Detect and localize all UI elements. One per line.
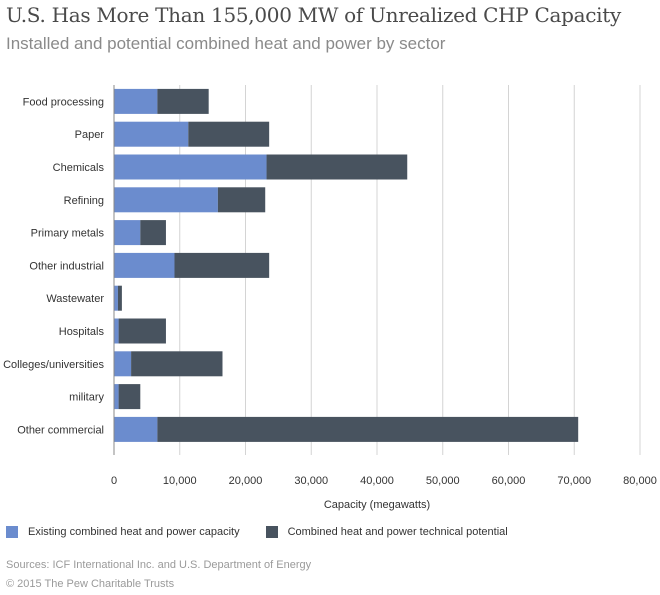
legend-item-potential: Combined heat and power technical potent…	[265, 526, 508, 538]
bar-existing	[114, 416, 158, 442]
x-tick-label: 50,000	[426, 475, 460, 487]
category-label: Refining	[64, 195, 104, 207]
x-tick-label: 80,000	[623, 475, 657, 487]
x-tick-label: 10,000	[163, 475, 197, 487]
bar-potential	[140, 220, 166, 246]
category-label: Other industrial	[29, 260, 104, 272]
bar-existing	[114, 187, 218, 213]
legend-label-existing: Existing combined heat and power capacit…	[28, 526, 240, 538]
bar-potential	[157, 88, 209, 114]
bar-potential	[117, 285, 122, 311]
bar-existing	[114, 285, 118, 311]
x-tick-label: 70,000	[557, 475, 591, 487]
x-tick-label: 20,000	[229, 475, 263, 487]
x-axis-label: Capacity (megawatts)	[324, 499, 430, 511]
bar-potential	[118, 384, 141, 410]
x-tick-label: 40,000	[360, 475, 394, 487]
bar-existing	[114, 121, 189, 147]
legend-label-potential: Combined heat and power technical potent…	[287, 526, 508, 538]
category-label: Chemicals	[53, 162, 105, 174]
x-tick-label: 0	[111, 475, 117, 487]
legend: Existing combined heat and power capacit…	[6, 526, 534, 538]
category-label: Other commercial	[17, 424, 104, 436]
bar-existing	[114, 318, 119, 344]
bar-existing	[114, 384, 119, 410]
bar-potential	[217, 187, 266, 213]
legend-swatch-existing	[6, 526, 18, 538]
category-label: military	[69, 392, 104, 404]
category-label: Primary metals	[31, 228, 105, 240]
bar-existing	[114, 220, 141, 246]
bar-existing	[114, 252, 175, 278]
copyright-note: © 2015 The Pew Charitable Trusts	[6, 578, 175, 590]
bar-potential	[131, 351, 223, 377]
legend-item-existing: Existing combined heat and power capacit…	[6, 526, 240, 538]
chart-subtitle: Installed and potential combined heat an…	[6, 34, 446, 53]
bar-existing	[114, 351, 132, 377]
category-label: Food processing	[23, 96, 104, 108]
bar-existing	[114, 88, 158, 114]
legend-swatch-potential	[265, 526, 278, 538]
bar-potential	[188, 121, 270, 147]
category-label: Hospitals	[59, 326, 105, 338]
category-label: Wastewater	[46, 293, 104, 305]
bar-existing	[114, 154, 267, 180]
chart-title: U.S. Has More Than 155,000 MW of Unreali…	[6, 3, 622, 27]
bar-potential	[157, 416, 579, 442]
x-tick-label: 30,000	[294, 475, 328, 487]
bar-potential	[118, 318, 166, 344]
bar-potential	[266, 154, 408, 180]
category-label: Colleges/universities	[3, 359, 104, 371]
sources-note: Sources: ICF International Inc. and U.S.…	[6, 559, 312, 571]
bar-potential	[174, 252, 270, 278]
x-tick-label: 60,000	[492, 475, 526, 487]
category-label: Paper	[75, 129, 105, 141]
